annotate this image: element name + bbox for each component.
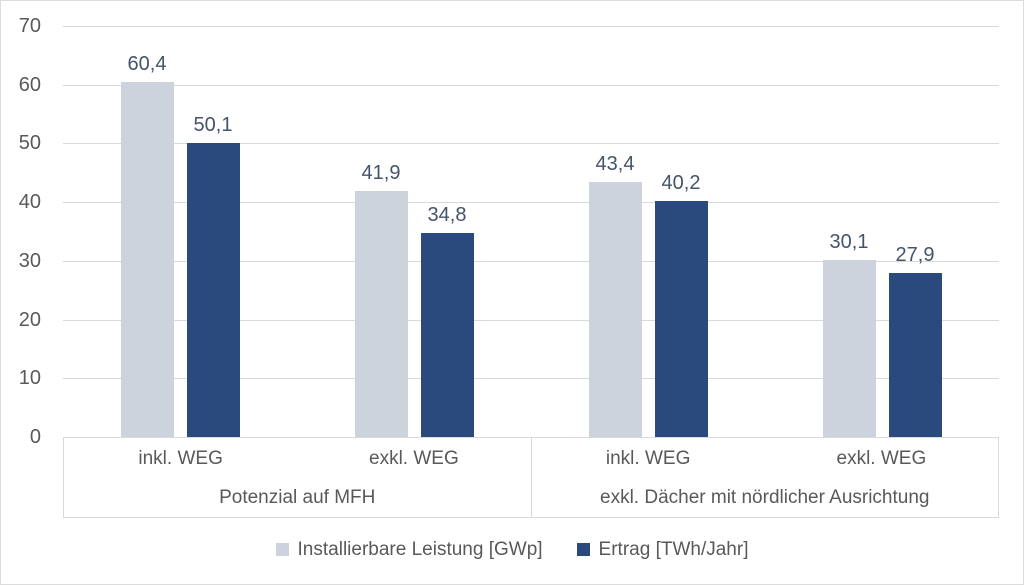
category-label: exkl. WEG — [836, 447, 927, 469]
legend-label: Installierbare Leistung [GWp] — [297, 538, 543, 560]
category-group-label: Potenzial auf MFH — [219, 487, 376, 508]
bar-value-label: 41,9 — [361, 162, 401, 184]
y-tick-label: 20 — [18, 308, 41, 331]
category-label: inkl. WEG — [605, 447, 691, 469]
category-label: inkl. WEG — [138, 447, 223, 469]
gridline — [63, 319, 999, 321]
bar-value-label: 40,2 — [661, 171, 701, 194]
bar-slot: 30,1 27,9 — [765, 26, 999, 437]
legend: Installierbare Leistung [GWp] Ertrag [TWh… — [1, 532, 1023, 566]
bar-slot: 60,4 50,1 — [63, 26, 297, 437]
bar-slot: 43,4 40,2 — [531, 26, 765, 437]
category-axis: inkl. WEG exkl. WEG Potenzial auf MFH inkl.… — [63, 437, 999, 518]
bar-groups: 60,4 50,1 41,9 34,8 43,4 40,2 30,1 27,9 — [63, 26, 999, 437]
bar-series-1: 40,2 — [654, 173, 708, 437]
bar-value-label: 50,1 — [193, 113, 233, 136]
y-tick-label: 30 — [18, 249, 41, 272]
legend-swatch-icon — [576, 542, 590, 556]
category-group-label: exkl. Dächer mit nördlicher Ausrichtung — [600, 487, 930, 508]
legend-item: Installierbare Leistung [GWp] — [275, 538, 543, 560]
legend-item: Ertrag [TWh/Jahr] — [576, 538, 749, 560]
legend-swatch-icon — [275, 542, 289, 556]
bar-series-0: 43,4 — [588, 154, 642, 437]
gridline — [63, 84, 999, 86]
plot-area: 60,4 50,1 41,9 34,8 43,4 40,2 30,1 27,9 — [63, 26, 999, 437]
bar-value-label: 27,9 — [895, 244, 935, 267]
bar-slot: 41,9 34,8 — [297, 26, 531, 437]
y-axis-tick-labels: 0 10 20 30 40 50 60 70 — [1, 16, 49, 447]
y-tick-label: 10 — [18, 367, 41, 390]
gridline — [63, 202, 999, 204]
bar-series-1: 34,8 — [420, 205, 474, 437]
bar-value-label: 60,4 — [127, 53, 167, 76]
y-tick-label: 50 — [18, 132, 41, 155]
y-tick-label: 60 — [18, 73, 41, 96]
category-row: inkl. WEG exkl. WEG — [532, 438, 999, 479]
bar-value-label: 43,4 — [595, 153, 635, 176]
y-tick-label: 0 — [29, 426, 41, 448]
bar-series-0: 41,9 — [354, 163, 408, 437]
category-label: exkl. WEG — [369, 447, 459, 469]
bar-series-0: 30,1 — [822, 232, 876, 437]
gridline — [63, 378, 999, 380]
gridline — [63, 143, 999, 145]
gridline — [63, 26, 999, 27]
bar-series-1: 50,1 — [186, 115, 240, 437]
category-group: inkl. WEG exkl. WEG Potenzial auf MFH — [64, 438, 531, 517]
category-group: inkl. WEG exkl. WEG exkl. Dächer mit nördl… — [530, 438, 999, 517]
bar-series-0: 60,4 — [120, 54, 174, 437]
y-tick-label: 40 — [18, 191, 41, 214]
gridline — [63, 260, 999, 262]
legend-label: Ertrag [TWh/Jahr] — [598, 538, 749, 560]
category-row: inkl. WEG exkl. WEG — [64, 438, 531, 479]
bar-value-label: 30,1 — [829, 231, 869, 254]
y-tick-label: 70 — [18, 15, 41, 37]
bar-series-1: 27,9 — [888, 245, 942, 437]
bar-value-label: 34,8 — [427, 203, 467, 226]
